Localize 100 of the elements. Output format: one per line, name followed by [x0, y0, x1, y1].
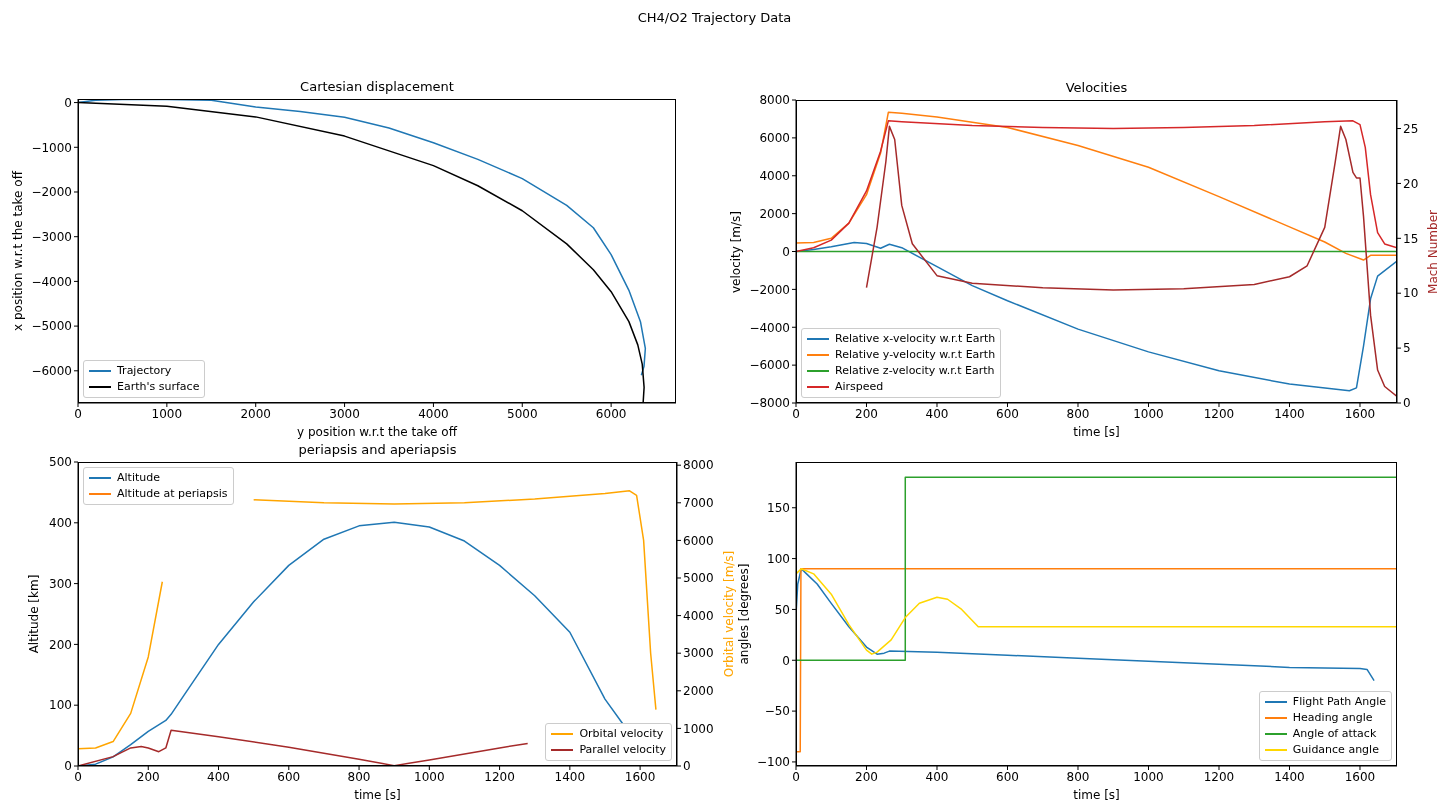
y-tick-label: 0: [782, 653, 790, 668]
legend-label: Flight Path Angle: [1292, 694, 1386, 710]
x-axis-title: time [s]: [354, 788, 401, 802]
x-axis-title: y position w.r.t the take off: [297, 425, 457, 439]
x-tick-label: 0: [74, 406, 82, 421]
y2-tick-label: 15: [1403, 231, 1419, 246]
x-tick-label: 1000: [1133, 406, 1164, 421]
x-tick-label: 400: [925, 769, 949, 784]
y-tick-label: −2000: [31, 185, 72, 200]
legend-label: Parallel velocity: [579, 742, 666, 758]
x-tick-label: 800: [1066, 406, 1090, 421]
line-series: [796, 568, 1375, 682]
y-tick-label: −4000: [749, 320, 790, 335]
y-tick-label: 200: [49, 637, 72, 652]
y-tick-label: −6000: [31, 364, 72, 379]
x-tick-label: 1000: [414, 769, 445, 784]
y-tick-label: 4000: [759, 169, 790, 184]
y2-tick-label: 0: [1403, 396, 1411, 411]
legend-label: Relative x-velocity w.r.t Earth: [835, 331, 996, 347]
x-tick-label: 400: [925, 406, 949, 421]
x-tick-label: 0: [792, 769, 800, 784]
y-tick-label: −6000: [749, 358, 790, 373]
x-tick-label: 200: [136, 769, 160, 784]
x-tick-label: 3000: [329, 406, 360, 421]
chart-title: Velocities: [1065, 80, 1128, 95]
x-tick-label: 600: [996, 406, 1019, 421]
y-tick-label: 100: [49, 698, 72, 713]
chart-title: periapsis and aperiapsis: [298, 442, 457, 457]
y-tick-label: 0: [64, 95, 72, 110]
y-axis-title: angles [degrees]: [737, 563, 751, 665]
y-tick-label: 150: [767, 501, 790, 516]
legend-label: Orbital velocity: [579, 726, 664, 742]
y-tick-label: −8000: [749, 396, 790, 411]
x-tick-label: 2000: [240, 406, 271, 421]
y-tick-label: −2000: [749, 282, 790, 297]
y2-tick-label: 6000: [683, 533, 714, 548]
y-tick-label: 8000: [759, 93, 790, 108]
y2-tick-label: 5: [1403, 341, 1411, 356]
legend-label: Guidance angle: [1292, 742, 1379, 758]
legend-label: Trajectory: [117, 363, 172, 379]
y-tick-label: 50: [774, 602, 790, 617]
y-tick-label: 500: [49, 455, 72, 470]
y-tick-label: 0: [782, 244, 790, 259]
x-tick-label: 1000: [151, 406, 183, 421]
legend-label: Relative y-velocity w.r.t Earth: [835, 347, 996, 363]
x-tick-label: 400: [207, 769, 230, 784]
legend-label: Earth's surface: [117, 379, 200, 395]
y-tick-label: 2000: [759, 206, 790, 221]
x-tick-label: 1200: [1203, 406, 1235, 421]
x-tick-label: 5000: [507, 406, 538, 421]
x-tick-label: 1600: [1344, 406, 1376, 421]
y-tick-label: −50: [764, 704, 790, 719]
y-tick-label: 100: [767, 551, 790, 566]
legend-label: Heading angle: [1292, 710, 1373, 726]
x-tick-label: 800: [1066, 769, 1090, 784]
chart-title: Cartesian displacement: [300, 79, 454, 94]
y2-tick-label: 0: [683, 759, 691, 774]
y-axis-title: Altitude [km]: [27, 574, 41, 654]
y-tick-label: 300: [49, 576, 72, 591]
x-tick-label: 1400: [1274, 406, 1305, 421]
legend-label: Altitude at periapsis: [117, 486, 228, 502]
legend-label: Airspeed: [835, 379, 884, 395]
y2-tick-label: 2000: [683, 684, 714, 699]
y2-tick-label: 1000: [683, 721, 714, 736]
y2-axis-title: Orbital velocity [m/s]: [722, 550, 736, 678]
legend-label: Angle of attack: [1292, 726, 1377, 742]
y-tick-label: −4000: [31, 274, 72, 289]
x-tick-label: 0: [792, 406, 800, 421]
line-series: [78, 729, 529, 766]
y-tick-label: −3000: [31, 229, 72, 244]
y2-tick-label: 10: [1403, 286, 1419, 301]
y2-tick-label: 3000: [683, 646, 714, 661]
y-tick-label: −5000: [31, 319, 72, 334]
y-axis-title: velocity [m/s]: [729, 210, 743, 293]
y2-tick-label: 8000: [683, 458, 714, 473]
y2-tick-label: 7000: [683, 496, 714, 511]
x-tick-label: 1600: [624, 769, 656, 784]
x-tick-label: 4000: [418, 406, 449, 421]
x-tick-label: 1400: [1274, 769, 1305, 784]
line-series: [796, 568, 1397, 655]
x-tick-label: 600: [277, 769, 301, 784]
x-tick-label: 800: [347, 769, 371, 784]
x-tick-label: 1200: [484, 769, 515, 784]
x-tick-label: 1200: [1203, 769, 1235, 784]
y2-axis-title: Mach Number: [1426, 209, 1440, 294]
y2-tick-label: 25: [1403, 121, 1419, 136]
y-tick-label: −100: [757, 755, 790, 770]
legend-label: Relative z-velocity w.r.t Earth: [835, 363, 995, 379]
y-tick-label: −1000: [31, 140, 72, 155]
legend-label: Altitude: [117, 470, 160, 486]
x-tick-label: 1600: [1344, 769, 1376, 784]
y-tick-label: 6000: [759, 131, 790, 146]
y2-tick-label: 5000: [683, 571, 714, 586]
y-tick-label: 400: [49, 516, 72, 531]
x-axis-title: time [s]: [1073, 788, 1120, 802]
x-tick-label: 1000: [1133, 769, 1164, 784]
x-tick-label: 6000: [595, 406, 627, 421]
y2-tick-label: 20: [1403, 176, 1419, 191]
text: CH4/O2 Trajectory Data: [637, 10, 792, 25]
x-tick-label: 1400: [554, 769, 586, 784]
